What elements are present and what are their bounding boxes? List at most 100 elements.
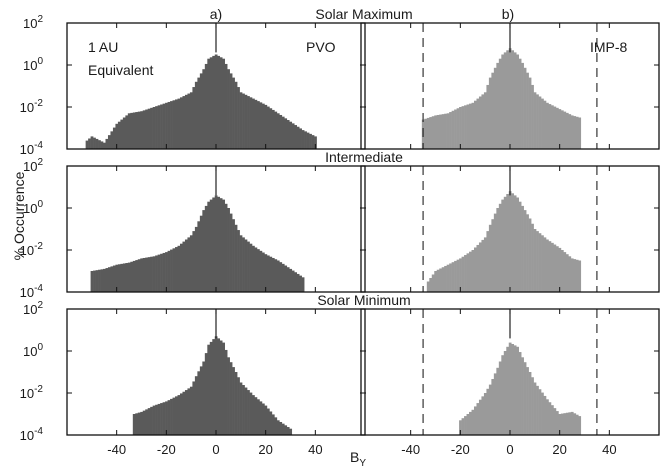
histogram-bar: [286, 120, 290, 149]
histogram-bar: [491, 72, 495, 149]
histogram-bar: [426, 117, 430, 149]
histogram-bar: [199, 73, 203, 149]
histogram-bar: [503, 351, 507, 435]
histogram-bar: [192, 87, 196, 149]
histogram-bar: [294, 125, 298, 149]
histogram-bar: [575, 116, 579, 149]
histogram-bar: [496, 208, 500, 292]
histogram-bar: [573, 116, 577, 149]
histogram-bar: [165, 252, 168, 292]
histogram-bar: [481, 239, 485, 292]
histogram-bar: [93, 270, 96, 292]
panels-layer: 10210010-210-410210010-210-410210010-210…: [20, 14, 660, 457]
titles-layer: a) b) Solar Maximum Intermediate Solar M…: [11, 6, 628, 469]
histogram-bar: [491, 219, 495, 292]
histogram-bar: [558, 247, 562, 292]
histogram-bar: [157, 105, 161, 149]
histogram-bar: [112, 265, 116, 292]
histogram-bar: [256, 249, 260, 292]
histogram-bar: [162, 252, 166, 292]
panel-label-a: a): [210, 6, 222, 22]
histogram-bar: [476, 403, 480, 435]
histogram-bar: [177, 245, 181, 292]
histogram-bar: [426, 281, 430, 292]
histogram-bar: [541, 98, 544, 149]
histogram-bar: [184, 390, 188, 435]
histogram-bar: [516, 54, 519, 149]
histogram-bar: [548, 241, 552, 292]
histogram-bar: [575, 259, 579, 292]
histogram-bar: [254, 247, 258, 292]
histogram-bar: [125, 263, 129, 292]
histogram-bar: [449, 263, 452, 292]
histogram-bar: [281, 263, 285, 292]
histogram-bar: [204, 63, 208, 150]
histogram-bar: [473, 100, 477, 149]
histogram-bar: [259, 102, 263, 149]
histogram-bar: [222, 342, 225, 435]
histogram-bar: [518, 352, 522, 435]
histogram-bar: [247, 390, 250, 435]
histogram-bar: [217, 338, 221, 435]
histogram-bar: [234, 224, 238, 292]
panel-r2-c1: -40 -20 0 20 40: [360, 308, 660, 457]
histogram-bar: [454, 260, 457, 292]
histogram-bar: [120, 263, 124, 292]
histogram-bar: [269, 108, 273, 149]
histogram-bar: [286, 267, 290, 292]
histogram-bar: [162, 103, 166, 149]
histogram-bar: [506, 194, 510, 292]
histogram-bar: [237, 377, 240, 435]
histogram-bar: [120, 119, 124, 149]
histogram-bar: [110, 131, 114, 149]
histogram-bar: [194, 81, 198, 149]
histogram-bar: [546, 399, 549, 435]
histogram-bar: [199, 366, 203, 435]
histogram-bar: [127, 113, 131, 149]
histogram-bar: [122, 117, 126, 149]
histogram-bar: [568, 114, 572, 149]
histogram-bar: [261, 103, 265, 149]
histogram-bar: [192, 231, 196, 292]
histogram-bar: [543, 395, 547, 435]
histogram-bar: [242, 93, 245, 149]
row-title-solar-maximum: Solar Maximum: [315, 6, 412, 22]
series-imp-8-r0: [421, 48, 582, 150]
histogram-bar: [503, 196, 507, 292]
histogram-bar: [242, 237, 245, 292]
histogram-bar: [436, 269, 440, 292]
histogram-bar: [172, 397, 176, 435]
histogram-bar: [513, 345, 517, 435]
histogram-bar: [145, 109, 149, 149]
histogram-bar: [473, 406, 477, 435]
histogram-bar: [496, 62, 500, 149]
histogram-bar: [464, 105, 467, 149]
histogram-bar: [239, 235, 243, 292]
histogram-bar: [140, 411, 144, 435]
histogram-bar: [189, 92, 193, 149]
histogram-bar: [242, 385, 245, 435]
series-pvo-r0: [85, 54, 317, 150]
histogram-bar: [299, 275, 302, 292]
histogram-bar: [533, 229, 537, 292]
histogram-bar: [498, 361, 502, 435]
histogram-bar: [469, 103, 472, 149]
histogram-bar: [459, 107, 462, 149]
histogram-bar: [483, 92, 487, 149]
histogram-bar: [147, 257, 151, 292]
histogram-bar: [107, 135, 111, 149]
histogram-bar: [570, 258, 574, 292]
histogram-bar: [132, 260, 136, 292]
y-tick-label: 100: [23, 342, 43, 359]
histogram-bar: [501, 54, 505, 149]
histogram-bar: [431, 116, 435, 149]
histogram-bar: [488, 224, 492, 292]
histogram-bar: [478, 399, 482, 435]
x-tick-label: -20: [157, 442, 176, 457]
histogram-bar: [558, 414, 562, 435]
histogram-bar: [446, 264, 450, 292]
histogram-bar: [239, 382, 243, 435]
histogram-bar: [565, 112, 569, 149]
histogram-bar: [110, 266, 114, 292]
histogram-bar: [279, 262, 283, 292]
